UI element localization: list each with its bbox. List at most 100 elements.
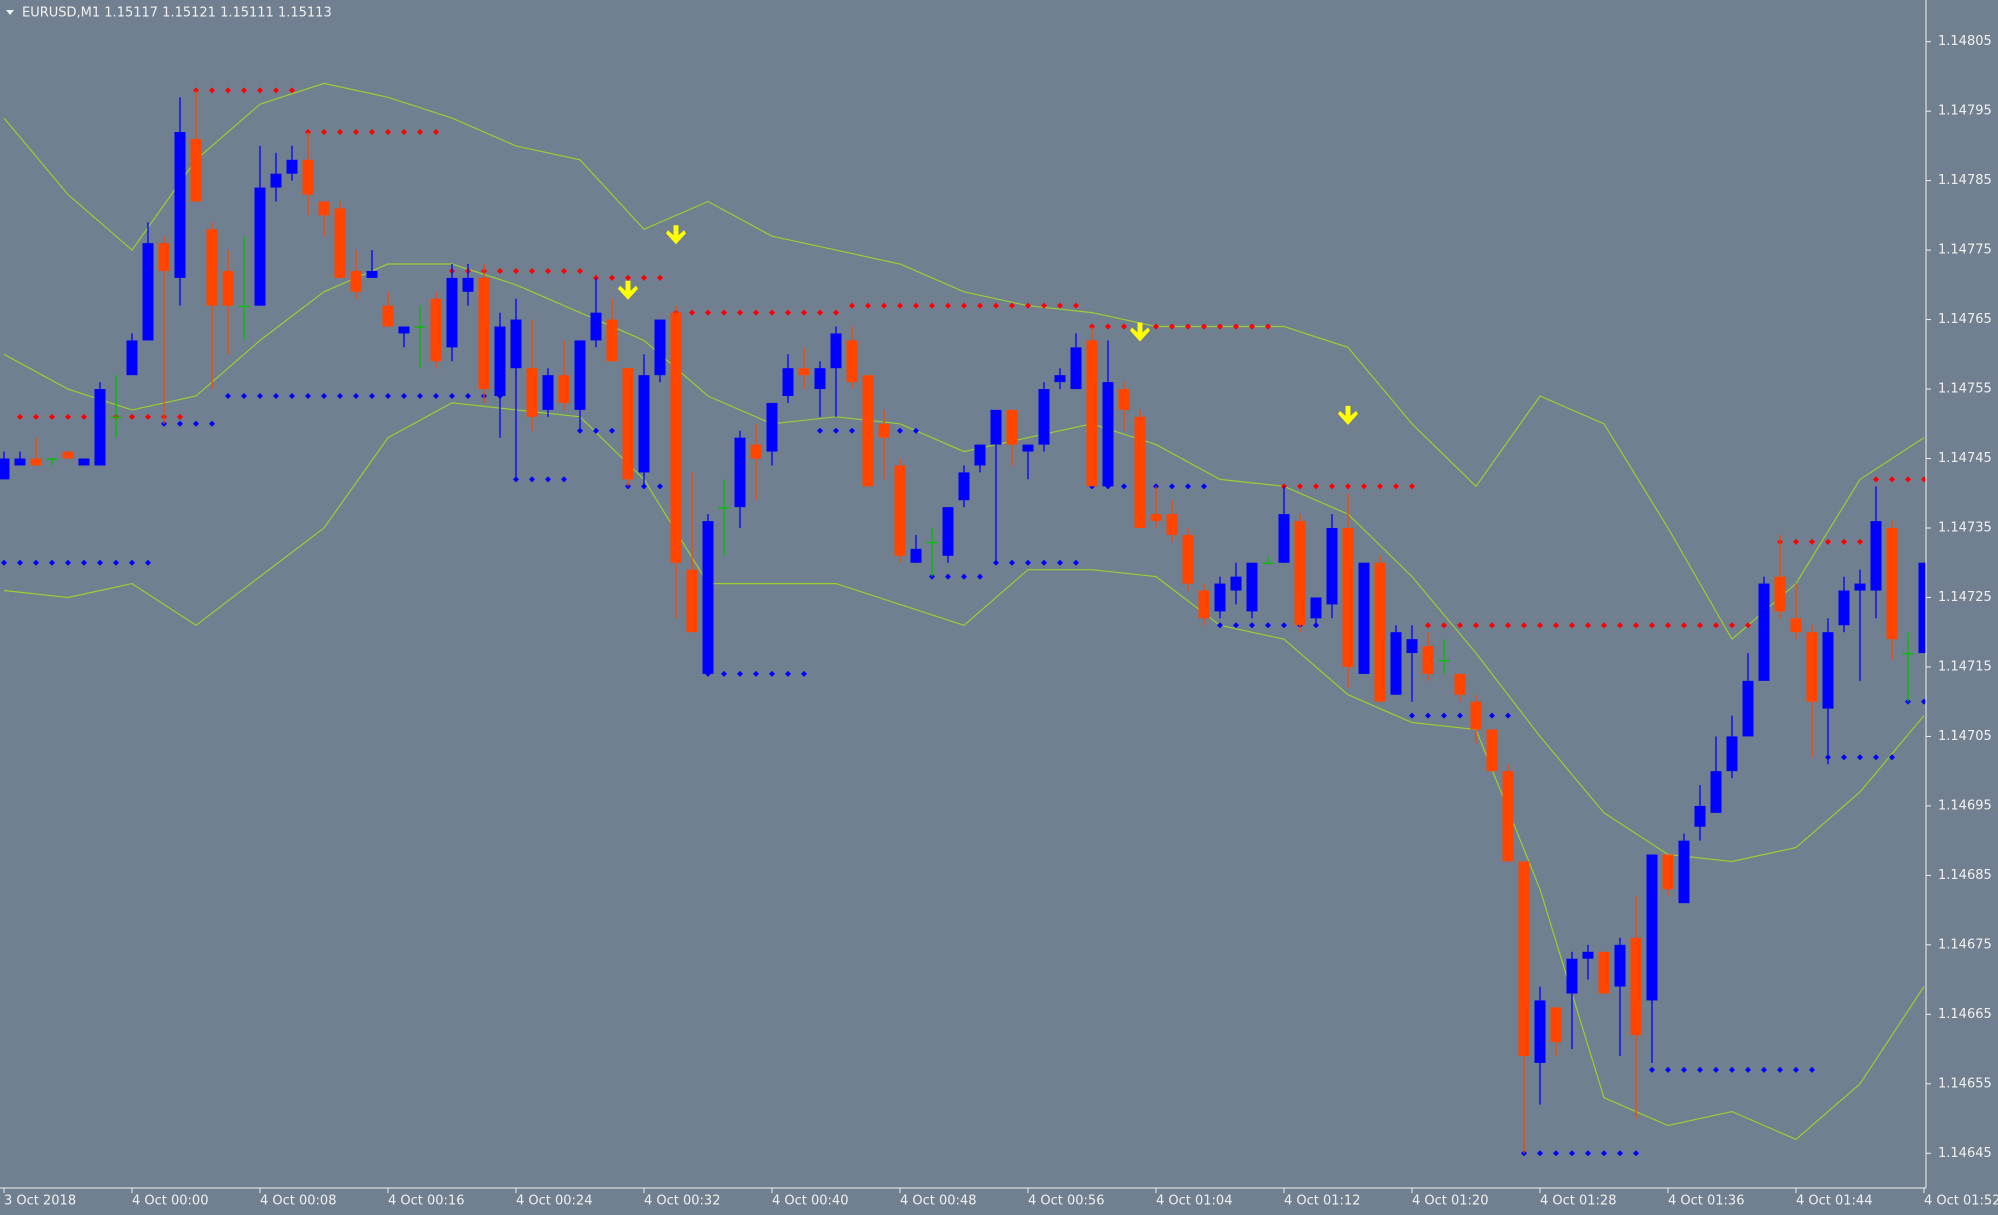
candle-body (1438, 660, 1450, 662)
candle-body (350, 270, 362, 292)
level-dot (305, 393, 311, 399)
level-dot (529, 267, 535, 274)
level-dot (209, 420, 215, 427)
level-dot (769, 309, 775, 316)
level-dot (1425, 712, 1431, 719)
level-dot (1169, 483, 1175, 490)
band-line (3, 402, 1925, 1141)
level-dot (1057, 559, 1063, 566)
level-dot (193, 420, 199, 427)
candle-body (1486, 729, 1498, 772)
level-dot (241, 393, 247, 399)
level-dot (977, 573, 983, 580)
candle-body (302, 159, 314, 195)
level-dot (1729, 1066, 1735, 1073)
level-dot (1585, 1150, 1591, 1157)
candle-body (14, 458, 26, 466)
candle-body (430, 298, 442, 362)
candle-body (1374, 562, 1386, 702)
y-tick-label: 1.14675 (1938, 937, 1992, 952)
level-dot (1921, 476, 1926, 483)
x-tick-label: 4 Oct 01:04 (1156, 1194, 1232, 1209)
level-dot (1713, 1066, 1719, 1073)
candle-body (0, 458, 10, 480)
candle-body (1214, 583, 1226, 612)
level-dot (1569, 622, 1575, 629)
candle-body (446, 277, 458, 348)
level-dot (689, 309, 695, 316)
candle-body (654, 319, 666, 376)
x-tick-label: 4 Oct 01:20 (1412, 1194, 1488, 1209)
y-tick-label: 1.14715 (1938, 659, 1992, 674)
candle-body (958, 472, 970, 501)
candle-body (766, 402, 778, 452)
level-dot (1633, 1150, 1639, 1157)
level-dot (817, 427, 823, 434)
level-dot (1537, 622, 1543, 629)
candle-body (894, 465, 906, 556)
candle-body (1342, 528, 1354, 667)
level-dot (1713, 622, 1719, 629)
level-dot (1393, 483, 1399, 490)
level-dot (1873, 476, 1879, 483)
level-dot (1857, 754, 1863, 761)
level-dot (145, 413, 151, 420)
candle-body (926, 541, 938, 544)
level-dot (1553, 622, 1559, 629)
candle-body (702, 521, 714, 674)
level-dot (49, 413, 55, 420)
candle-body (1758, 583, 1770, 681)
candle-body (1134, 416, 1146, 528)
level-dot (577, 267, 583, 274)
level-dot (1441, 622, 1447, 629)
level-dot (1345, 483, 1351, 490)
level-dot (1425, 622, 1431, 629)
y-tick-label: 1.14735 (1938, 521, 1992, 536)
level-dot (657, 274, 663, 281)
level-dot (1249, 323, 1255, 330)
candle-body (1454, 673, 1466, 695)
candle-body (318, 201, 330, 216)
candle-body (462, 277, 474, 292)
level-dot (1729, 622, 1735, 629)
level-dot (1601, 1150, 1607, 1157)
level-dot (1313, 483, 1319, 490)
candle-body (110, 416, 122, 419)
level-dot (1185, 323, 1191, 330)
level-dot (17, 559, 23, 566)
level-dot (225, 393, 231, 399)
level-dot (897, 302, 903, 309)
candle-body (1038, 389, 1050, 445)
level-dot (1473, 622, 1479, 629)
x-tick-label: 4 Oct 00:24 (516, 1194, 592, 1209)
level-dot (1025, 559, 1031, 566)
level-dot (833, 427, 839, 434)
level-dot (609, 427, 615, 434)
menu-triangle[interactable] (6, 10, 14, 15)
x-tick-label: 4 Oct 00:48 (900, 1194, 976, 1209)
candle-body (1006, 409, 1018, 445)
candle-body (1502, 771, 1514, 862)
candle-body (1694, 805, 1706, 827)
candle-body (542, 375, 554, 410)
level-dot (433, 393, 439, 399)
level-dot (1681, 1066, 1687, 1073)
level-dot (497, 267, 503, 274)
candle-body (1246, 562, 1258, 612)
level-dot (449, 393, 455, 399)
level-dot (897, 427, 903, 434)
y-tick-label: 1.14775 (1938, 243, 1992, 258)
level-dot (1073, 559, 1079, 566)
y-tick-label: 1.14765 (1938, 312, 1992, 327)
candle-body (1838, 590, 1850, 626)
level-dot (1697, 1066, 1703, 1073)
level-dot (1665, 622, 1671, 629)
level-dot (721, 309, 727, 316)
candle-body (574, 340, 586, 410)
level-dot (1873, 754, 1879, 761)
y-tick-label: 1.14725 (1938, 590, 1992, 605)
level-dot (321, 393, 327, 399)
y-tick-label: 1.14755 (1938, 382, 1992, 397)
y-tick-label: 1.14655 (1938, 1076, 1992, 1091)
